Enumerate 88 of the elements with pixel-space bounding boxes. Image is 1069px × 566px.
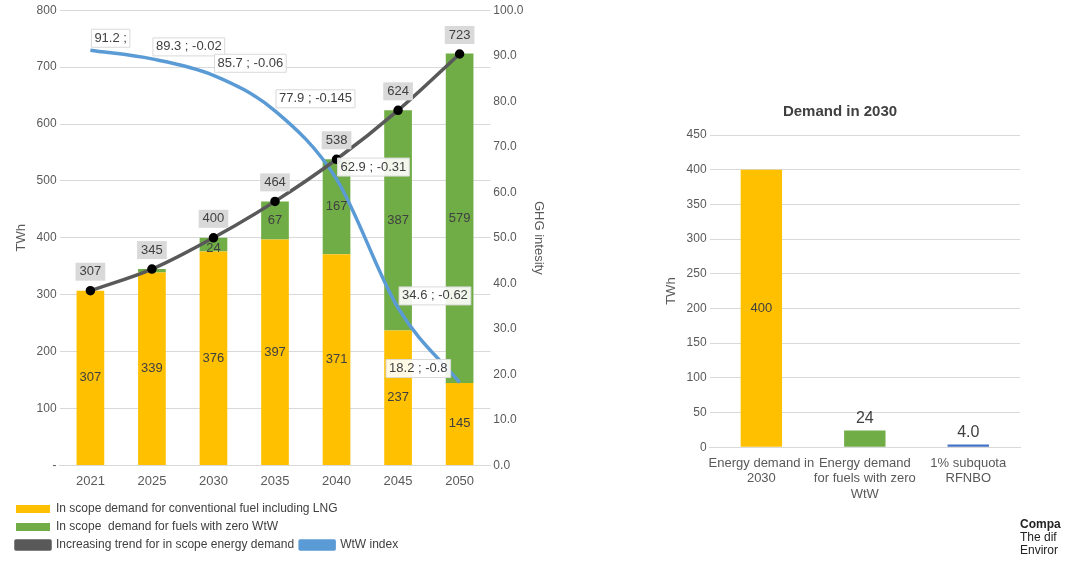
data-label: 67: [267, 212, 283, 228]
y-tick-label: 100: [686, 370, 707, 385]
data-label: 371: [325, 351, 348, 367]
y2-tick-label: 70.0: [493, 139, 518, 154]
y-tick-label: 700: [36, 59, 57, 74]
x-tick-label: 2035: [260, 472, 290, 488]
y-tick-label: 300: [36, 287, 57, 302]
bar: [844, 430, 886, 447]
data-label: 339: [141, 360, 163, 376]
data-label: 4.0: [957, 422, 980, 440]
bar: [76, 290, 105, 465]
y2-tick-label: 30.0: [493, 321, 518, 336]
data-label: 85.7 ; -0.06: [217, 54, 284, 70]
y-tick-label: 300: [686, 231, 707, 246]
data-label: 307: [79, 369, 102, 385]
data-label: 400: [202, 210, 225, 226]
bar: [322, 254, 351, 465]
x-tick-label: Energy demand in 2030: [708, 454, 815, 486]
data-label: 91.2 ;: [94, 29, 127, 45]
y-tick-label: 400: [686, 162, 707, 176]
y-tick-label: 400: [36, 230, 57, 245]
y-tick-label: 200: [36, 343, 57, 358]
x-tick-label: 2045: [383, 472, 413, 488]
data-label: 89.3 ; -0.02: [155, 38, 222, 54]
y-tick-label: 500: [36, 173, 57, 188]
y-tick-label: 600: [36, 116, 57, 131]
bar: [199, 251, 228, 465]
y2-tick-label: 20.0: [493, 366, 518, 381]
y-tick-label: 0: [699, 439, 707, 454]
bar: [947, 444, 989, 447]
y2-tick-label: 90.0: [493, 48, 518, 63]
text: Compa: [1020, 517, 1061, 531]
y2-tick-label: 80.0: [493, 93, 518, 108]
x-tick-label: 2050: [445, 472, 475, 488]
bar: [445, 382, 474, 465]
legend-label: In scope demand for conventional fuel including LNG: [56, 501, 338, 516]
data-label: 723: [448, 26, 471, 42]
y2-tick-label: 0.0: [493, 457, 511, 472]
data-label: 77.9 ; -0.145: [279, 90, 352, 106]
y2-tick-label: 60.0: [493, 184, 518, 199]
y-tick-label: 250: [686, 266, 707, 281]
data-label: 400: [750, 299, 773, 315]
data-label: 538: [325, 131, 348, 147]
legend-label: Increasing trend for in scope energy demand: [56, 537, 295, 552]
data-label: 387: [387, 212, 409, 228]
y-tick-label: 200: [686, 300, 707, 315]
y-tick-label: 100: [36, 400, 57, 415]
data-label: 24: [855, 408, 874, 426]
data-label: 376: [202, 349, 225, 365]
y-tick-label: -: [52, 457, 57, 472]
data-label: 167: [325, 198, 348, 214]
x-tick-label: Energy demand for fuels with zero WtW: [813, 454, 916, 501]
x-tick-label: 2040: [322, 472, 351, 488]
y-tick-label: 50: [693, 404, 707, 419]
data-label: 579: [448, 209, 471, 225]
y2-tick-label: 10.0: [493, 412, 518, 427]
y2-axis-title: GHG intesity: [531, 200, 547, 276]
data-label: 307: [79, 263, 102, 279]
legend-label: WtW index: [340, 537, 399, 552]
text: The dif: [1020, 530, 1057, 544]
bar: [740, 169, 783, 447]
y2-tick-label: 50.0: [493, 230, 518, 245]
y-tick-label: 150: [686, 335, 707, 350]
data-label: 345: [141, 241, 163, 257]
data-label: 34.6 ; -0.62: [402, 287, 468, 303]
y-tick-label: 450: [686, 127, 707, 142]
y-tick-label: 800: [36, 2, 57, 17]
data-label: 464: [264, 173, 286, 189]
x-tick-label: 2030: [199, 472, 228, 488]
chart-title: Demand in 2030: [782, 102, 898, 120]
x-tick-label: 2021: [75, 472, 105, 488]
bar: [138, 272, 166, 465]
text: Enviror: [1020, 543, 1059, 557]
data-label: 62.9 ; -0.31: [340, 158, 407, 174]
data-label: 18.2 ; -0.8: [389, 360, 448, 376]
data-label: 145: [448, 415, 471, 431]
y-axis-title: TWh: [13, 224, 29, 252]
y2-tick-label: 40.0: [493, 275, 518, 290]
x-tick-label: 2025: [137, 472, 167, 488]
x-tick-label: 1% subquota RFNBO: [930, 454, 1007, 486]
y-axis-title: TWh: [663, 277, 679, 305]
data-label: 624: [387, 82, 409, 98]
bar: [261, 239, 289, 465]
y2-tick-label: 100.0: [493, 2, 524, 17]
data-label: 397: [264, 343, 286, 359]
legend-label: In scope demand for fuels with zero WtW: [56, 519, 279, 534]
y-tick-label: 350: [686, 196, 707, 211]
data-label: 237: [387, 389, 409, 405]
